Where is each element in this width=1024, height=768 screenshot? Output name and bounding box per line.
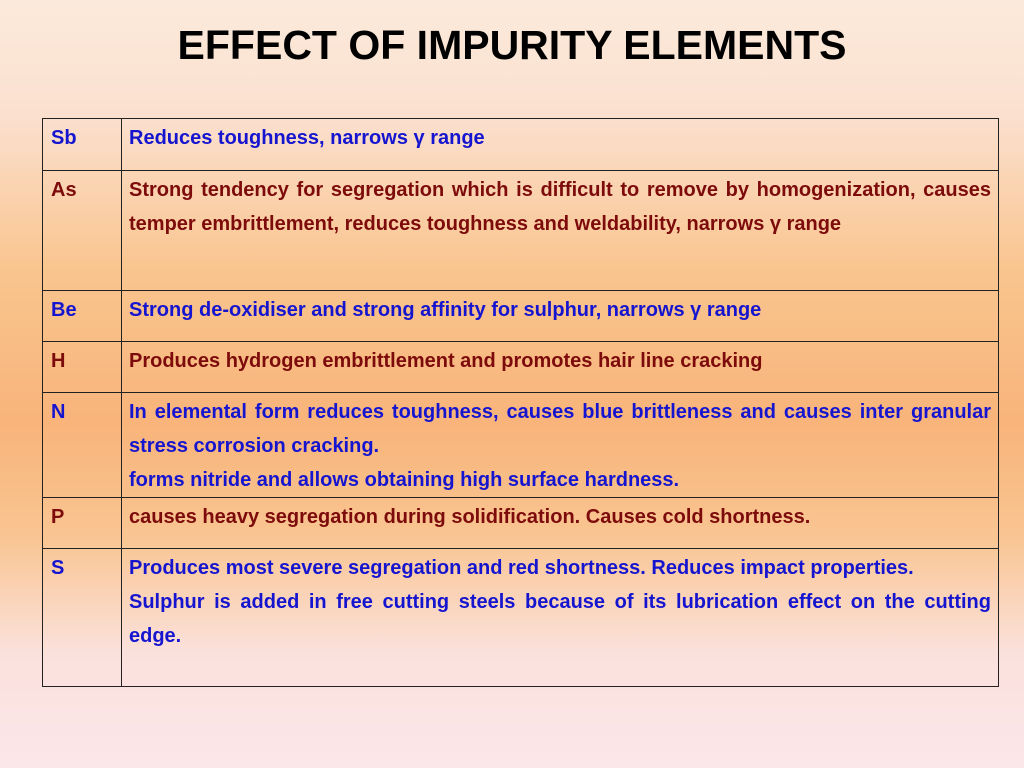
element-cell: Be [42, 290, 122, 342]
effect-cell: In elemental form reduces toughness, cau… [121, 392, 999, 498]
effect-text: In elemental form reduces toughness, cau… [129, 401, 991, 457]
slide-title: EFFECT OF IMPURITY ELEMENTS [177, 22, 847, 68]
effect-cell: Strong de-oxidiser and strong affinity f… [121, 290, 999, 342]
effect-text: Reduces toughness, narrows γ range [129, 127, 485, 149]
table-row-be: Be Strong de-oxidiser and strong affinit… [42, 290, 999, 342]
effect-text: Produces most severe segregation and red… [129, 557, 914, 579]
effect-text: causes heavy segregation during solidifi… [129, 506, 811, 528]
table-row-h: H Produces hydrogen embrittlement and pr… [42, 341, 999, 393]
effect-cell: Reduces toughness, narrows γ range [121, 118, 999, 171]
element-cell: Sb [42, 118, 122, 171]
effect-cell: Produces most severe segregation and red… [121, 548, 999, 687]
element-cell: P [42, 497, 122, 549]
impurity-elements-table: Sb Reduces toughness, narrows γ range As… [42, 118, 999, 687]
effect-cell: causes heavy segregation during solidifi… [121, 497, 999, 549]
effect-text: Strong de-oxidiser and strong affinity f… [129, 299, 762, 321]
element-cell: N [42, 392, 122, 498]
effect-text: Produces hydrogen embrittlement and prom… [129, 350, 763, 372]
element-cell: As [42, 170, 122, 291]
effect-text: Sulphur is added in free cutting steels … [129, 591, 991, 647]
effect-cell: Strong tendency for segregation which is… [121, 170, 999, 291]
table-row-n: N In elemental form reduces toughness, c… [42, 392, 999, 498]
table-row-s: S Produces most severe segregation and r… [42, 548, 999, 687]
table-row-as: As Strong tendency for segregation which… [42, 170, 999, 291]
element-cell: S [42, 548, 122, 687]
effect-cell: Produces hydrogen embrittlement and prom… [121, 341, 999, 393]
effect-text: Strong tendency for segregation which is… [129, 179, 991, 235]
element-cell: H [42, 341, 122, 393]
effect-text: forms nitride and allows obtaining high … [129, 469, 680, 491]
table-row-p: P causes heavy segregation during solidi… [42, 497, 999, 549]
table-row-sb: Sb Reduces toughness, narrows γ range [42, 118, 999, 171]
